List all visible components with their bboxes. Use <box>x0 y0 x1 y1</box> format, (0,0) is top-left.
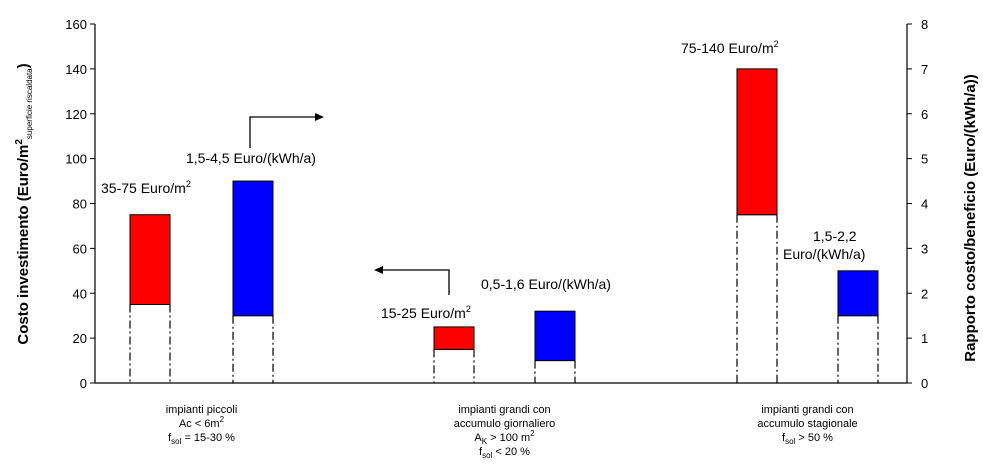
right-tick-label: 7 <box>921 62 928 77</box>
left-tick-label: 140 <box>65 62 87 77</box>
right-axis-arrowhead <box>315 113 324 121</box>
cost-range-bar <box>736 68 778 216</box>
bar-value-label: 75-140 Euro/m2 <box>681 39 779 56</box>
category-label: impianti grandi con <box>761 404 853 416</box>
left-tick-label: 0 <box>80 376 87 391</box>
bar-value-label: Euro/(kWh/a) <box>783 246 865 262</box>
right-axis-arrow <box>249 116 318 148</box>
category-label: fsol < 20 % <box>479 446 530 460</box>
right-tick-label: 1 <box>921 331 928 346</box>
cost-range-bar <box>129 214 171 305</box>
category-label: fsol = 15-30 % <box>168 432 235 446</box>
left-axis-arrow <box>380 269 450 295</box>
right-tick-label: 5 <box>921 152 928 167</box>
right-tick-label: 4 <box>921 197 928 212</box>
left-tick-label: 60 <box>73 241 87 256</box>
right-axis-title: Rapporto costo/beneficio (Euro/(kWh/a)) <box>962 74 979 362</box>
bar-value-label: 1,5-2,2 <box>813 228 857 244</box>
category-label: accumulo stagionale <box>757 418 857 430</box>
ratio-range-bar <box>837 270 879 317</box>
bar-value-label: 35-75 Euro/m2 <box>101 179 191 196</box>
category-label: Ac < 6m2 <box>179 415 225 430</box>
left-axis-arrowhead <box>374 266 383 274</box>
category-label: fsol > 50 % <box>782 432 833 446</box>
left-tick-label: 120 <box>65 107 87 122</box>
bar-value-label: 1,5-4,5 Euro/(kWh/a) <box>186 150 316 166</box>
category-label: impianti grandi con <box>458 404 550 416</box>
cost-range-bar <box>433 326 475 350</box>
category-label: impianti piccoli <box>166 404 238 416</box>
category-label: accumulo giornaliero <box>454 418 556 430</box>
bar-value-label: 0,5-1,6 Euro/(kWh/a) <box>481 276 611 292</box>
ratio-range-bar <box>232 180 274 317</box>
left-tick-label: 100 <box>65 152 87 167</box>
right-tick-label: 8 <box>921 17 928 32</box>
category-label: AK > 100 m2 <box>474 429 535 446</box>
ratio-range-bar <box>534 310 576 362</box>
right-tick-label: 3 <box>921 241 928 256</box>
left-tick-label: 80 <box>73 197 87 212</box>
right-tick-label: 6 <box>921 107 928 122</box>
left-tick-label: 20 <box>73 331 87 346</box>
left-tick-label: 40 <box>73 286 87 301</box>
right-tick-label: 2 <box>921 286 928 301</box>
right-tick-label: 0 <box>921 376 928 391</box>
left-axis-title: Costo investimento (Euro/m2superficie ri… <box>14 63 34 344</box>
bar-value-label: 15-25 Euro/m2 <box>381 304 471 321</box>
left-tick-label: 160 <box>65 17 87 32</box>
